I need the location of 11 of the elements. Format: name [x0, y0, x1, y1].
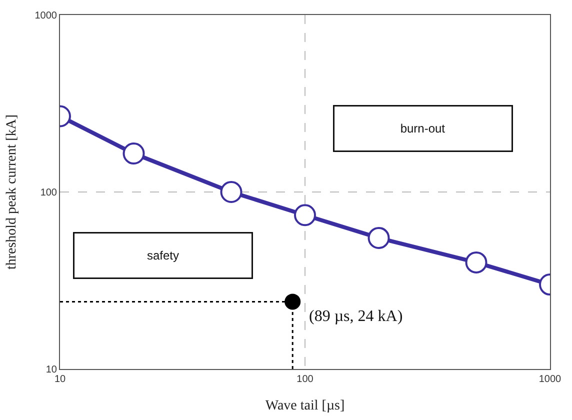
x-tick-label: 1000: [538, 374, 562, 385]
y-tick-label: 1000: [34, 10, 58, 22]
y-axis-title: threshold peak current [kA]: [4, 114, 20, 270]
x-axis-title: Wave tail [µs]: [265, 398, 345, 414]
y-tick-label: 100: [40, 188, 58, 198]
y-tick-label: 10: [46, 364, 58, 376]
annotation: burn-out: [400, 122, 446, 136]
x-tick-label: 100: [296, 374, 314, 385]
annotation: safety: [146, 248, 180, 262]
annotation: (89 µs, 24 kA): [309, 308, 403, 325]
x-tick-label: 10: [54, 374, 66, 385]
